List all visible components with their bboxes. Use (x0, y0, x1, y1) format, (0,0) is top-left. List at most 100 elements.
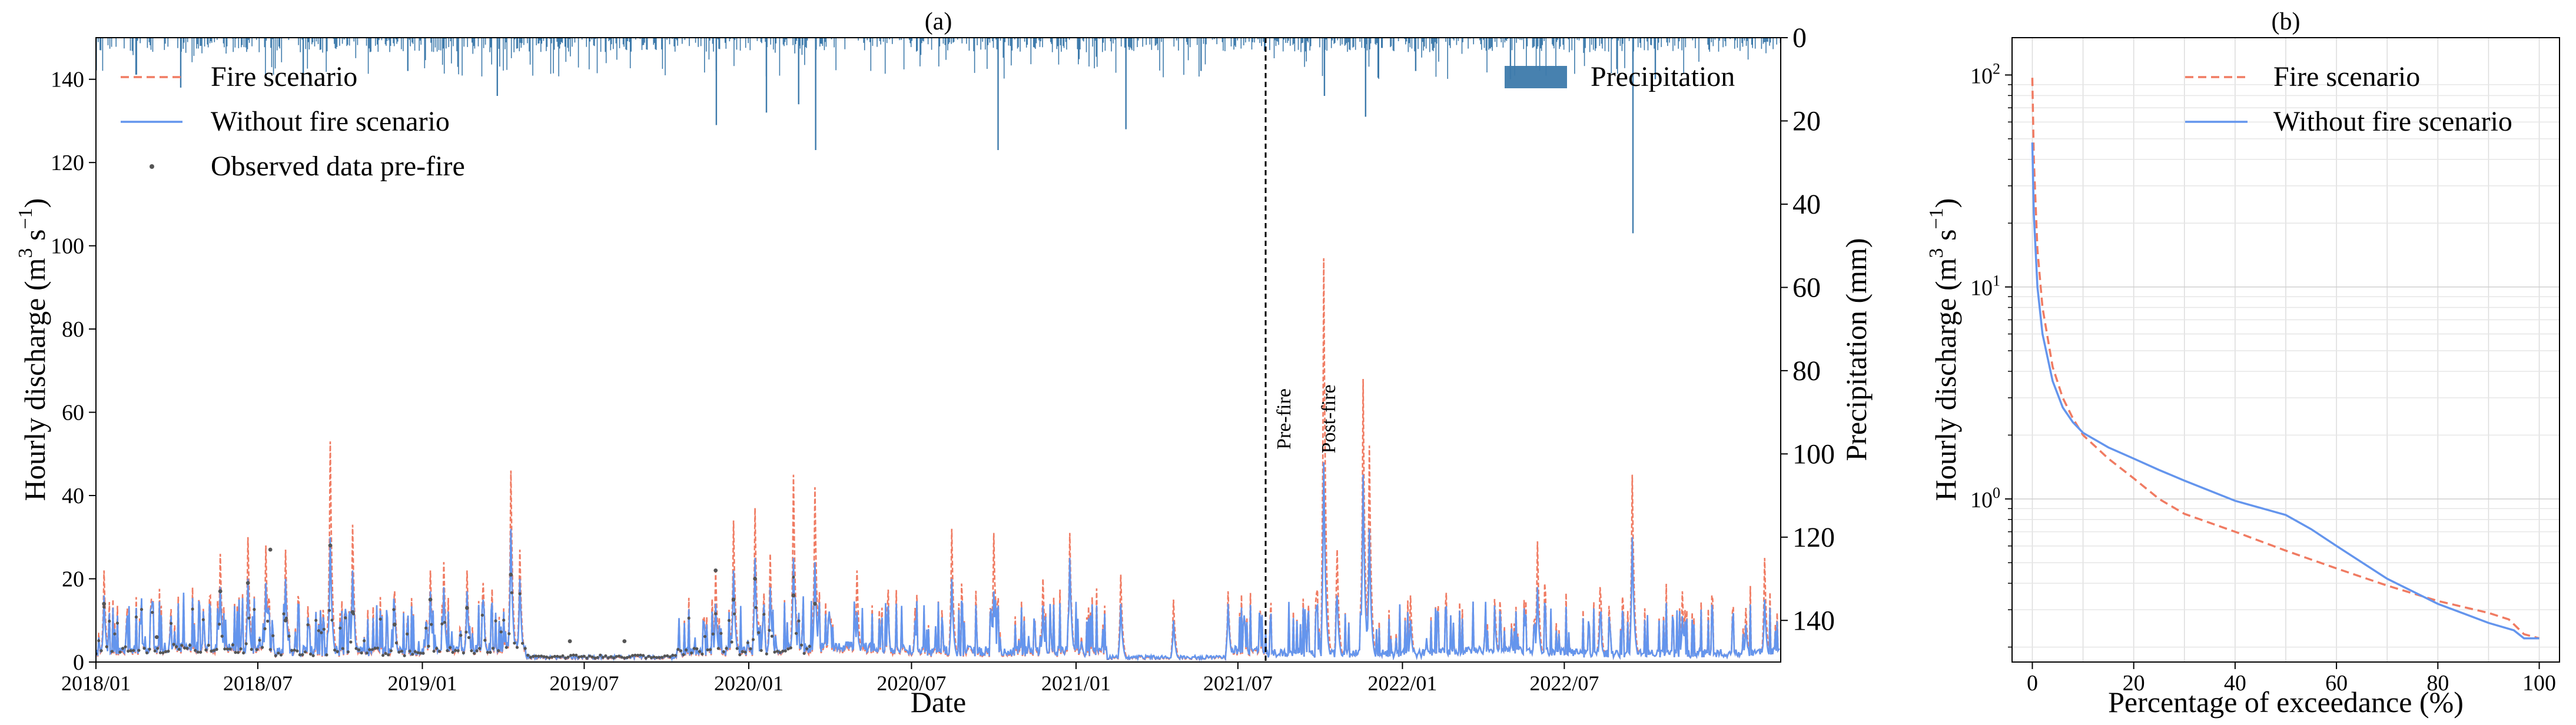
precip-bar (1377, 38, 1379, 78)
precip-bar (1622, 38, 1624, 44)
y-tick-label: 100 (51, 234, 84, 259)
precip-bar (341, 38, 343, 44)
precip-bar (1767, 38, 1768, 42)
precip-bar (689, 38, 690, 46)
precip-bar (713, 38, 714, 52)
observed-point (644, 656, 648, 660)
precip-bar (1772, 38, 1774, 49)
precip-bar (1584, 38, 1585, 66)
precip-bar (456, 38, 457, 52)
precip-bar (1571, 38, 1573, 51)
precip-bar (1110, 38, 1111, 42)
precip-bar (806, 38, 808, 41)
precip-bar (1421, 38, 1422, 58)
observed-point (618, 654, 621, 658)
observed-point (770, 634, 774, 638)
precip-bar (718, 38, 719, 49)
precip-bar (1103, 38, 1104, 43)
precip-bar (1345, 38, 1346, 45)
precip-bar (1375, 38, 1376, 44)
y-label-mid: s (18, 230, 51, 248)
precip-bar (1347, 38, 1349, 42)
observed-point (397, 650, 401, 654)
precip-bar (1667, 38, 1668, 46)
precip-bar (820, 38, 822, 44)
precip-bar (223, 38, 224, 44)
precip-bar (824, 38, 825, 51)
observed-point (491, 647, 495, 650)
panel-b-legend: Fire scenario Without fire scenario (2185, 61, 2512, 137)
precip-bar (715, 38, 718, 125)
observed-point (156, 647, 160, 650)
precip-bar (214, 38, 215, 42)
precip-bar (1390, 38, 1392, 46)
observed-point (154, 635, 159, 639)
observed-point (509, 573, 513, 577)
precip-bar (322, 38, 323, 53)
precip-bar (541, 38, 543, 44)
observed-point (575, 653, 578, 657)
precip-bar (207, 38, 209, 48)
precip-bar (804, 38, 805, 65)
precip-bar (786, 38, 788, 45)
precip-bar (1654, 38, 1655, 49)
precip-bar (951, 38, 952, 44)
observed-point (127, 649, 130, 653)
precip-bar (1654, 38, 1657, 79)
precip-bar (864, 38, 865, 51)
precip-bar (224, 38, 225, 48)
observed-point (663, 654, 666, 658)
precip-bar (1576, 38, 1578, 40)
precip-bar (451, 38, 452, 64)
precip-bar (148, 38, 150, 42)
precip-bar (1017, 38, 1018, 49)
precip-bar (1130, 38, 1131, 48)
precip-bar (1611, 38, 1612, 74)
precip-bar (1292, 38, 1294, 45)
observed-point (421, 651, 425, 655)
precip-bar (1332, 38, 1333, 41)
x-tick-label: 2022/01 (1367, 671, 1437, 695)
precip-bar (98, 38, 99, 42)
precip-bar (1128, 38, 1130, 50)
precip-bar (308, 38, 309, 42)
precip-bar (835, 38, 836, 71)
precip-bar (1002, 38, 1004, 58)
precip-bar (238, 38, 240, 48)
precip-bar (992, 38, 994, 48)
precip-bar (560, 38, 561, 45)
observed-point (762, 613, 766, 616)
precip-bar (675, 38, 676, 39)
precip-bar (1724, 38, 1725, 42)
precip-bar (656, 38, 657, 50)
observed-point (271, 634, 275, 637)
observed-point (502, 618, 506, 622)
precip-bar (1376, 38, 1377, 44)
precip-bar (211, 38, 213, 43)
y-tick-label: 20 (62, 567, 84, 592)
precip-bar (1061, 38, 1062, 52)
precip-bar (1518, 38, 1519, 39)
panel-b-x-axis-label: Percentage of exceedance (%) (2108, 686, 2464, 719)
precip-bar (1223, 38, 1224, 51)
observed-point (416, 651, 420, 654)
precip-bar (1425, 38, 1427, 49)
precip-bar (124, 38, 125, 49)
precip-bar (945, 38, 947, 60)
precip-bar (1557, 38, 1558, 40)
observed-point (185, 647, 189, 650)
precip-bar (1438, 38, 1439, 62)
precip-bar (1035, 38, 1036, 49)
precip-bar (320, 38, 321, 50)
observed-point (279, 653, 283, 657)
precip-bar (802, 38, 804, 45)
precip-bar (1742, 38, 1744, 47)
precip-bar (565, 38, 566, 47)
precip-bar (225, 38, 227, 54)
observed-point (212, 648, 216, 652)
observed-point (687, 616, 691, 620)
precip-bar (130, 38, 131, 51)
observed-point (389, 649, 393, 653)
observed-point (333, 648, 337, 652)
y2-tick-label: 80 (1792, 355, 1821, 387)
